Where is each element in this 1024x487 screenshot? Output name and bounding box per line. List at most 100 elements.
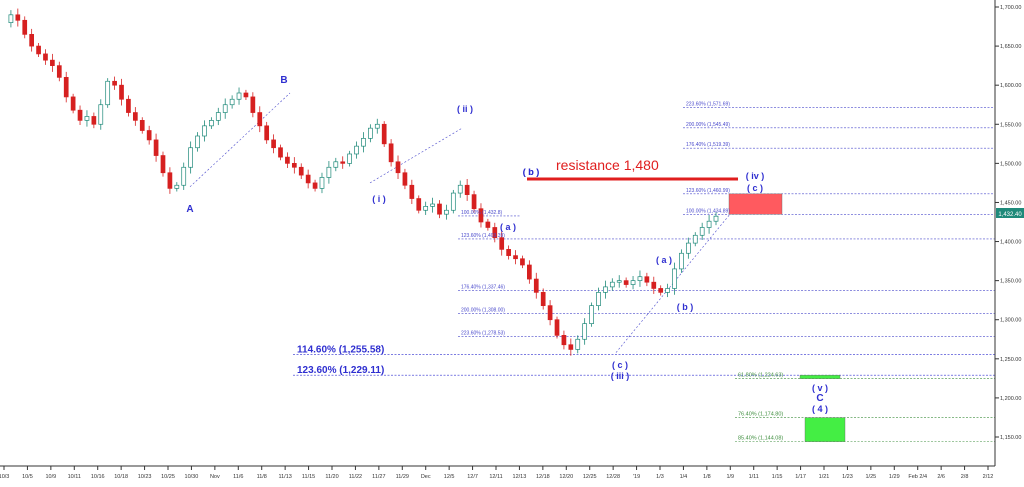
x-tick-label: 10/3 [0, 474, 9, 480]
x-tick-label: 1/8 [703, 474, 711, 480]
candle-body [160, 155, 166, 174]
wave-label: C [816, 393, 823, 404]
candle-body [222, 104, 228, 113]
resistance-annotation: resistance 1,480 [556, 157, 659, 173]
y-tick-label: 1,450.00 [1000, 200, 1021, 206]
x-tick-label: 10/11 [68, 474, 81, 480]
candle-body [471, 194, 477, 210]
x-tick-label: 10/16 [91, 474, 105, 480]
x-tick-label: 10/18 [114, 474, 128, 480]
fib-level-label: 100.00% (1,434.89) [686, 208, 730, 214]
wave-label: ( i ) [372, 194, 386, 204]
candle-body [402, 172, 408, 186]
candle-body [215, 112, 221, 121]
x-tick-label: 12/25 [583, 474, 597, 480]
candle-body [146, 130, 152, 141]
candle-body [457, 184, 463, 194]
wave-label: ( iii ) [611, 371, 630, 381]
x-tick-label: 10/23 [138, 474, 152, 480]
candle-body [298, 166, 304, 176]
y-tick-label: 1,350.00 [1000, 279, 1021, 285]
fib-level-label: 123.60% (1,229.11) [297, 365, 384, 376]
x-tick-label: 1/15 [772, 474, 783, 480]
x-tick-label: 12/11 [489, 474, 502, 480]
y-tick-label: 1,150.00 [1000, 435, 1021, 441]
candle-body [713, 215, 719, 222]
candle-body [409, 184, 415, 199]
y-tick-label: 1,300.00 [1000, 318, 1021, 324]
candle-body [533, 278, 539, 293]
candle-body [575, 338, 581, 350]
candle-body [84, 116, 90, 121]
fib-level-label: 176.40% (1,337.46) [461, 284, 505, 290]
candle-body [603, 286, 608, 293]
candle-body [50, 59, 55, 66]
fib-level-label: 176.40% (1,519.39) [686, 142, 730, 148]
candle-body [699, 227, 705, 236]
wave-label: ( 4 ) [812, 404, 828, 414]
candle-body [354, 145, 359, 155]
candle-body [15, 14, 21, 21]
candle-body [430, 203, 435, 207]
candle-body [609, 281, 615, 288]
candle-body [153, 139, 159, 156]
candle-body [540, 292, 546, 307]
candle-body [36, 45, 41, 55]
fib-level-label: 200.00% (1,545.49) [686, 122, 730, 128]
support-zone [804, 417, 846, 442]
candle-body [527, 264, 532, 280]
x-tick-label: 1/4 [680, 474, 688, 480]
x-tick-label: 2/6 [937, 474, 945, 480]
x-tick-label: 11/29 [396, 474, 409, 480]
fib-level-label: 114.60% (1,255.58) [297, 344, 384, 355]
candle-body [56, 65, 62, 78]
candle-body [236, 92, 242, 100]
candle-body [63, 77, 69, 98]
candle-body [91, 116, 97, 125]
y-tick-label: 1,500.00 [1000, 161, 1021, 167]
candle-body [29, 34, 35, 47]
x-tick-label: 12/20 [559, 474, 573, 480]
x-tick-label: '19 [633, 474, 640, 480]
candle-body [437, 203, 442, 215]
candle-body [243, 92, 249, 98]
candle-body [644, 276, 650, 283]
candle-body [22, 19, 28, 35]
candle-body [395, 161, 401, 174]
candle-body [264, 125, 270, 141]
candle-body [568, 344, 574, 350]
x-tick-label: 1/29 [889, 474, 900, 480]
x-tick-label: 12/7 [467, 474, 478, 480]
wave-label: ( a ) [500, 222, 516, 232]
x-tick-label: 10/5 [22, 474, 33, 480]
y-tick-label: 1,400.00 [1000, 240, 1021, 246]
candle-body [195, 135, 200, 149]
candle-body [347, 153, 352, 164]
fib-level-label: 85.40% (1,144.08) [738, 436, 783, 442]
x-tick-label: 11/6 [233, 474, 243, 480]
candle-body [209, 120, 214, 127]
x-tick-label: Nov [210, 474, 220, 480]
candle-body [672, 268, 677, 289]
candle-body [181, 166, 187, 186]
x-tick-label: 11/20 [325, 474, 338, 480]
wave-label: ( v ) [812, 383, 828, 393]
fib-level-label: 76.40% (1,174.80) [738, 412, 783, 418]
candle-body [361, 137, 366, 147]
candle-body [305, 174, 311, 184]
x-tick-label: 10/9 [45, 474, 56, 480]
y-tick-label: 1,200.00 [1000, 396, 1021, 402]
candle-body [132, 112, 138, 121]
last-price-label: 1,432.40 [998, 212, 1022, 218]
y-tick-label: 1,600.00 [1000, 83, 1021, 89]
candle-body [685, 242, 691, 254]
candle-body [582, 323, 588, 340]
candle-body [278, 147, 283, 158]
x-tick-label: 12/13 [513, 474, 527, 480]
candle-body [174, 184, 180, 189]
x-tick-label: 12/5 [444, 474, 455, 480]
candle-body [326, 166, 332, 178]
wave-label: ( c ) [747, 183, 763, 193]
